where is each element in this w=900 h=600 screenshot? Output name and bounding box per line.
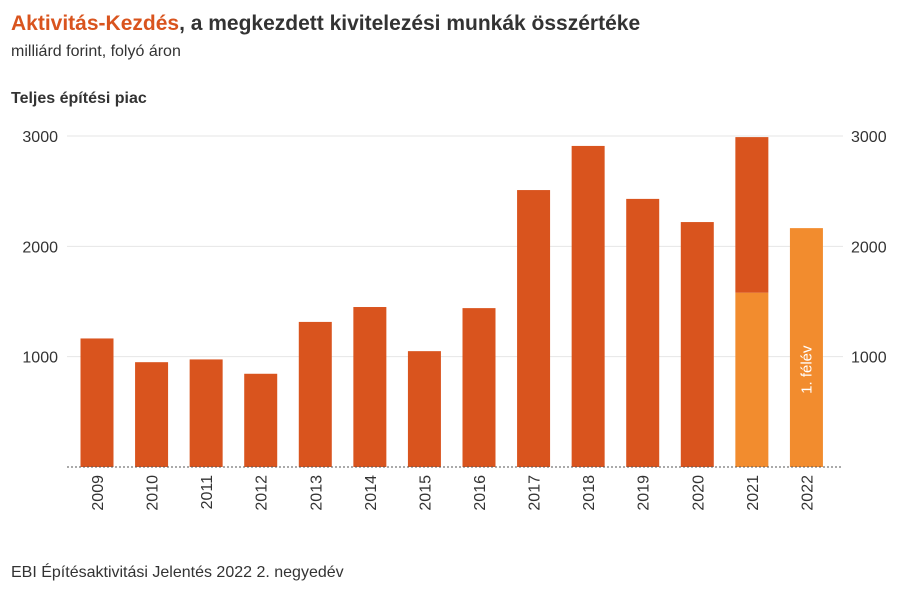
- bar: [735, 292, 769, 467]
- x-tick-label: 2009: [90, 475, 107, 511]
- x-tick-label: 2012: [254, 475, 271, 511]
- bar: [517, 190, 551, 467]
- bar: [189, 359, 223, 467]
- bar: [680, 222, 714, 467]
- y-tick-label-right: 3000: [851, 129, 887, 146]
- x-tick-label: 2022: [799, 475, 816, 511]
- title-rest: , a megkezdett kivitelezési munkák összé…: [179, 12, 641, 35]
- chart-subtitle: milliárd forint, folyó áron: [11, 43, 181, 60]
- x-tick-label: 2010: [145, 475, 162, 511]
- x-tick-label: 2011: [199, 475, 216, 510]
- x-tick-label: 2021: [745, 475, 762, 511]
- y-tick-label: 1000: [22, 350, 58, 367]
- bar: [462, 308, 496, 467]
- y-tick-label-right: 1000: [851, 350, 887, 367]
- y-tick-label: 3000: [22, 129, 58, 146]
- chart-title: Aktivitás-Kezdés, a megkezdett kivitelez…: [11, 12, 640, 36]
- bar: [571, 145, 605, 467]
- bar: [353, 307, 387, 467]
- x-tick-label: 2020: [690, 475, 707, 511]
- bar: [626, 198, 660, 467]
- x-tick-label: 2015: [417, 475, 434, 511]
- source-note: EBI Építésaktivitási Jelentés 2022 2. ne…: [11, 564, 344, 581]
- x-tick-label: 2016: [472, 475, 489, 511]
- panel-title: Teljes építési piac: [11, 90, 147, 107]
- bar: [244, 373, 278, 467]
- bar-annotation: 1. félév: [798, 345, 815, 394]
- bar-stacked: [735, 137, 769, 293]
- bar: [80, 338, 114, 467]
- bar: [407, 351, 441, 467]
- title-highlight: Aktivitás-Kezdés: [11, 12, 180, 35]
- x-tick-label: 2019: [636, 475, 653, 511]
- bar: [789, 228, 823, 467]
- y-tick-label: 2000: [22, 239, 58, 256]
- bar: [135, 362, 169, 467]
- y-tick-label-right: 2000: [851, 239, 887, 256]
- x-tick-label: 2014: [363, 475, 380, 511]
- x-tick-label: 2017: [527, 475, 544, 511]
- bar: [298, 321, 332, 467]
- x-tick-label: 2013: [308, 475, 325, 511]
- x-tick-label: 2018: [581, 475, 598, 511]
